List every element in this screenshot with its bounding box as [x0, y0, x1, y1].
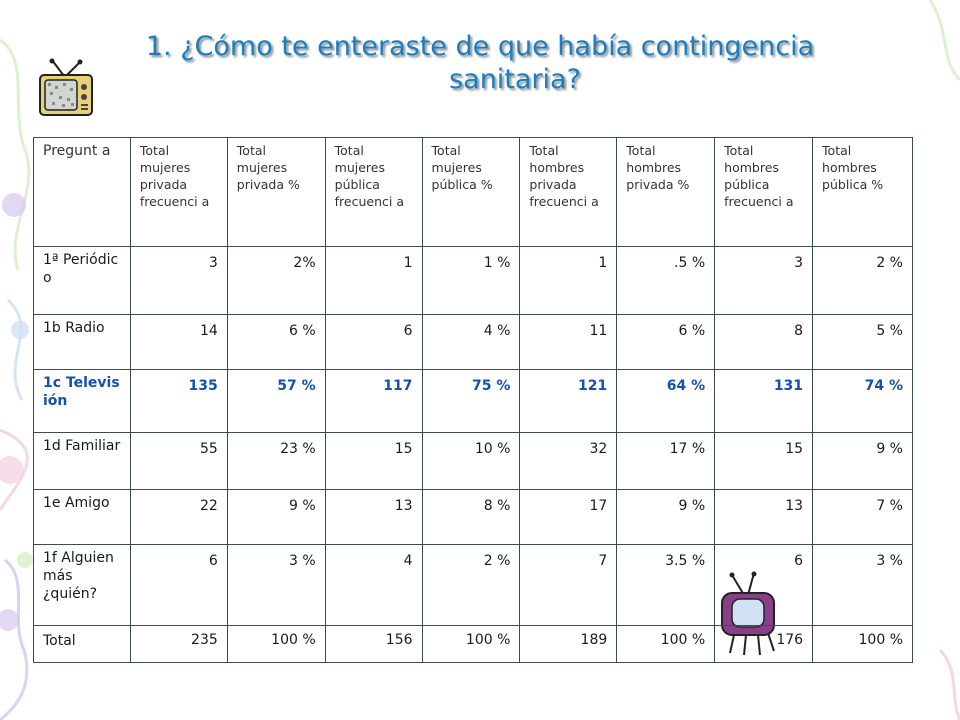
- table-cell: 100 %: [421, 625, 521, 663]
- table-cell: 23 %: [226, 432, 326, 490]
- table-cell: 15: [714, 432, 814, 490]
- table-cell: 10 %: [421, 432, 521, 490]
- table-cell: 235: [129, 625, 228, 663]
- table-cell: 7: [519, 544, 618, 626]
- table-cell: 8 %: [421, 489, 521, 545]
- table-cell: 3: [129, 246, 228, 315]
- row-label: 1d Familiar: [33, 432, 131, 490]
- table-cell: 8: [714, 314, 814, 370]
- table-cell: 9 %: [812, 432, 913, 490]
- table-cell: 13: [714, 489, 814, 545]
- header-cell: Total hombres privada frecuenci a: [519, 137, 618, 247]
- table-cell: 6 %: [616, 314, 716, 370]
- table-row: Total 235 100 % 156 100 % 189 100 % 176 100 %: [33, 625, 913, 663]
- title-line-2: sanitaria?: [449, 64, 581, 95]
- table-cell: 6: [714, 544, 814, 626]
- row-label: 1e Amigo: [33, 489, 131, 545]
- table-row: 1ª Periódic o 3 2% 1 1 % 1.5 % 3 2 %: [33, 246, 913, 315]
- title-line-1: 1. ¿Cómo te enteraste de que había conti…: [145, 31, 815, 62]
- row-label: 1c Televis ión: [33, 369, 131, 433]
- table-cell: 4 %: [421, 314, 521, 370]
- header-cell: Total mujeres pública %: [421, 137, 521, 247]
- table-cell: 100 %: [226, 625, 326, 663]
- table-cell: 2%: [226, 246, 326, 315]
- header-cell: Total hombres privada %: [616, 137, 716, 247]
- table-cell: 2 %: [812, 246, 913, 315]
- table-cell: 176: [714, 625, 814, 663]
- table-cell: 6: [324, 314, 423, 370]
- header-cell: Total hombres pública frecuenci a: [714, 137, 814, 247]
- table-cell: 22: [129, 489, 228, 545]
- tv-icon: [39, 58, 93, 116]
- table-cell: 131: [714, 369, 814, 433]
- header-cell: Total mujeres privada frecuenci a: [129, 137, 228, 247]
- header-cell: Total hombres pública %: [812, 137, 913, 247]
- page-title: 1. ¿Cómo te enteraste de que había conti…: [0, 30, 960, 96]
- table-body: 1ª Periódic o 3 2% 1 1 % 1.5 % 3 2 % 1b Radio 14 6…: [33, 246, 913, 663]
- table-cell: 6: [129, 544, 228, 626]
- header-cell: Total mujeres pública frecuenci a: [324, 137, 423, 247]
- table-cell: 189: [519, 625, 618, 663]
- table-cell: 57 %: [226, 369, 326, 433]
- table-row: 1b Radio 14 6 % 6 4 % 11 6 % 8 5 %: [33, 314, 913, 370]
- table-cell: 3 %: [812, 544, 913, 626]
- table-cell: 9 %: [616, 489, 716, 545]
- table-cell: 13: [324, 489, 423, 545]
- table-row: 1d Familiar 55 23 % 15 10 % 32 17 % 15 9 %: [33, 432, 913, 490]
- table-cell: 156: [324, 625, 423, 663]
- table-cell: .5 %: [616, 246, 716, 315]
- row-label: 1ª Periódic o: [33, 246, 131, 315]
- table-cell: 17: [519, 489, 618, 545]
- row-label: 1f Alguien más ¿quién?: [33, 544, 131, 626]
- table-row: 1f Alguien más ¿quién? 6 3 % 4 2 % 7 3.5 % 6 3 %: [33, 544, 913, 626]
- table-cell: 15: [324, 432, 423, 490]
- table-cell: 135: [129, 369, 228, 433]
- table-cell: 6 %: [226, 314, 326, 370]
- row-label: 1b Radio: [33, 314, 131, 370]
- table-cell: 1: [519, 246, 618, 315]
- row-label: Total: [33, 625, 131, 663]
- table-cell: 75 %: [421, 369, 521, 433]
- table-cell: 4: [324, 544, 423, 626]
- table-cell: 3 %: [226, 544, 326, 626]
- table-cell: 74 %: [812, 369, 913, 433]
- table-cell: 17 %: [616, 432, 716, 490]
- table-cell: 9 %: [226, 489, 326, 545]
- table-cell: 32: [519, 432, 618, 490]
- table-cell: 3.5 %: [616, 544, 716, 626]
- header-cell: Total mujeres privada %: [226, 137, 326, 247]
- table-cell: 14: [129, 314, 228, 370]
- table-cell: 64 %: [616, 369, 716, 433]
- table-cell: 2 %: [421, 544, 521, 626]
- table-cell: 7 %: [812, 489, 913, 545]
- table-cell: 1 %: [421, 246, 521, 315]
- table-cell: 55: [129, 432, 228, 490]
- table-cell: 121: [519, 369, 618, 433]
- table-cell: 100 %: [616, 625, 716, 663]
- table-cell: 100 %: [812, 625, 913, 663]
- table-cell: 3: [714, 246, 814, 315]
- table-cell: 5 %: [812, 314, 913, 370]
- table-row: 1c Televis ión 135 57 % 117 75 % 121 64 % 131 74…: [33, 369, 913, 433]
- table-cell: 1: [324, 246, 423, 315]
- table-cell: 117: [324, 369, 423, 433]
- table-row: 1e Amigo 22 9 % 13 8 % 17 9 % 13 7 %: [33, 489, 913, 545]
- table-cell: 11: [519, 314, 618, 370]
- table-header-row: Pregunt a Total mujeres privada frecuenc…: [33, 137, 913, 247]
- survey-table: Pregunt a Total mujeres privada frecuenc…: [33, 137, 913, 663]
- header-cell: Pregunt a: [33, 137, 131, 247]
